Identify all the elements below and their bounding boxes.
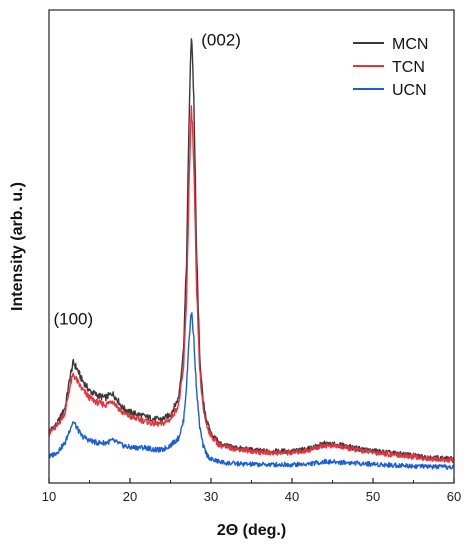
series-mcn	[48, 38, 455, 463]
x-axis: 10 20 30 40 50 60	[42, 478, 461, 504]
legend-item-tcn: TCN	[353, 59, 425, 76]
peak-annotation: (002)	[201, 30, 241, 49]
x-tick-label: 60	[447, 489, 461, 504]
legend-label: UCN	[392, 82, 427, 99]
x-tick-label: 50	[366, 489, 380, 504]
y-axis-label: Intensity (arb. u.)	[9, 182, 26, 311]
legend-label: MCN	[392, 36, 428, 53]
plot-frame	[48, 9, 455, 484]
peak-annotation: (100)	[53, 310, 93, 329]
x-tick-label: 10	[42, 489, 56, 504]
x-tick-label: 40	[285, 489, 299, 504]
series-tcn	[48, 105, 455, 464]
legend: MCN TCN UCN	[353, 36, 428, 99]
legend-item-ucn: UCN	[353, 82, 427, 99]
legend-label: TCN	[392, 59, 425, 76]
legend-item-mcn: MCN	[353, 36, 428, 53]
series-layer	[48, 38, 455, 470]
x-tick-label: 20	[123, 489, 137, 504]
x-axis-label: 2Θ (deg.)	[217, 522, 286, 539]
series-ucn	[48, 312, 455, 470]
series-line-mcn	[48, 38, 455, 463]
series-line-tcn	[48, 105, 455, 464]
series-line-ucn	[48, 312, 455, 470]
plot-area: 10 20 30 40 50 60	[42, 9, 461, 504]
x-tick-label: 30	[204, 489, 218, 504]
annotations: (100) (002)	[53, 30, 241, 328]
